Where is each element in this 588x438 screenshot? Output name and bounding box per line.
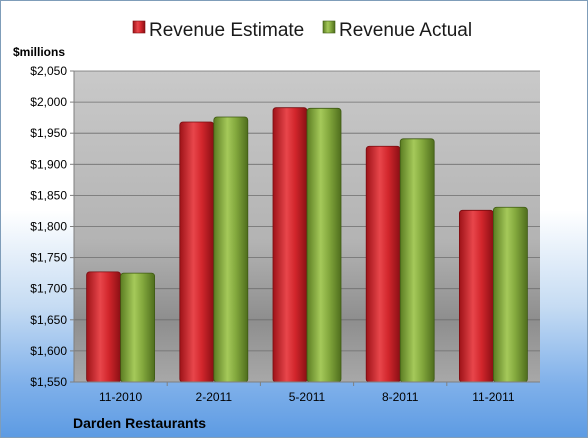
bar-actual (213, 116, 249, 383)
y-tick-label: $2,000 (30, 95, 67, 109)
bar-actual (492, 206, 528, 383)
bar-actual (306, 107, 342, 383)
bar-actual (120, 272, 155, 383)
bar-estimate (179, 121, 215, 383)
y-tick-label: $1,950 (30, 126, 67, 140)
bar-actual (399, 138, 435, 383)
y-tick-label: $1,850 (30, 188, 67, 202)
y-tick-label: $1,900 (30, 157, 67, 171)
y-tick-label: $1,700 (30, 282, 67, 296)
legend-label-estimate: Revenue Estimate (149, 20, 304, 41)
y-tick-label: $1,650 (30, 313, 67, 327)
x-axis-ticks: 11-2010 2-2011 5-2011 8-2011 11-2011 (99, 382, 515, 404)
legend-swatch-estimate (132, 20, 146, 34)
y-tick-label: $1,750 (30, 251, 67, 265)
y-tick-label: $1,600 (30, 344, 67, 358)
bar-estimate (86, 271, 121, 383)
bar-estimate (458, 209, 494, 383)
x-tick-label: 11-2010 (99, 390, 142, 404)
y-tick-label: $2,050 (30, 64, 67, 78)
y-axis-ticks: $1,550 $1,600 $1,650 $1,700 $1,750 $1,800 $1,8… (30, 64, 74, 389)
y-tick-label: $1,800 (30, 220, 67, 234)
bar-estimate (365, 145, 401, 383)
x-tick-label: 5-2011 (289, 390, 326, 404)
legend: Revenue Estimate Revenue Actual (132, 20, 472, 41)
bars (86, 107, 528, 383)
unit-label: $millions (13, 45, 65, 59)
company-name: Darden Restaurants (73, 415, 206, 431)
legend-label-actual: Revenue Actual (339, 20, 472, 41)
x-tick-label: 2-2011 (196, 390, 233, 404)
legend-swatch-actual (322, 20, 336, 34)
y-tick-label: $1,550 (30, 375, 67, 389)
x-tick-label: 11-2011 (472, 390, 515, 404)
bar-estimate (272, 107, 308, 383)
x-tick-label: 8-2011 (382, 390, 419, 404)
